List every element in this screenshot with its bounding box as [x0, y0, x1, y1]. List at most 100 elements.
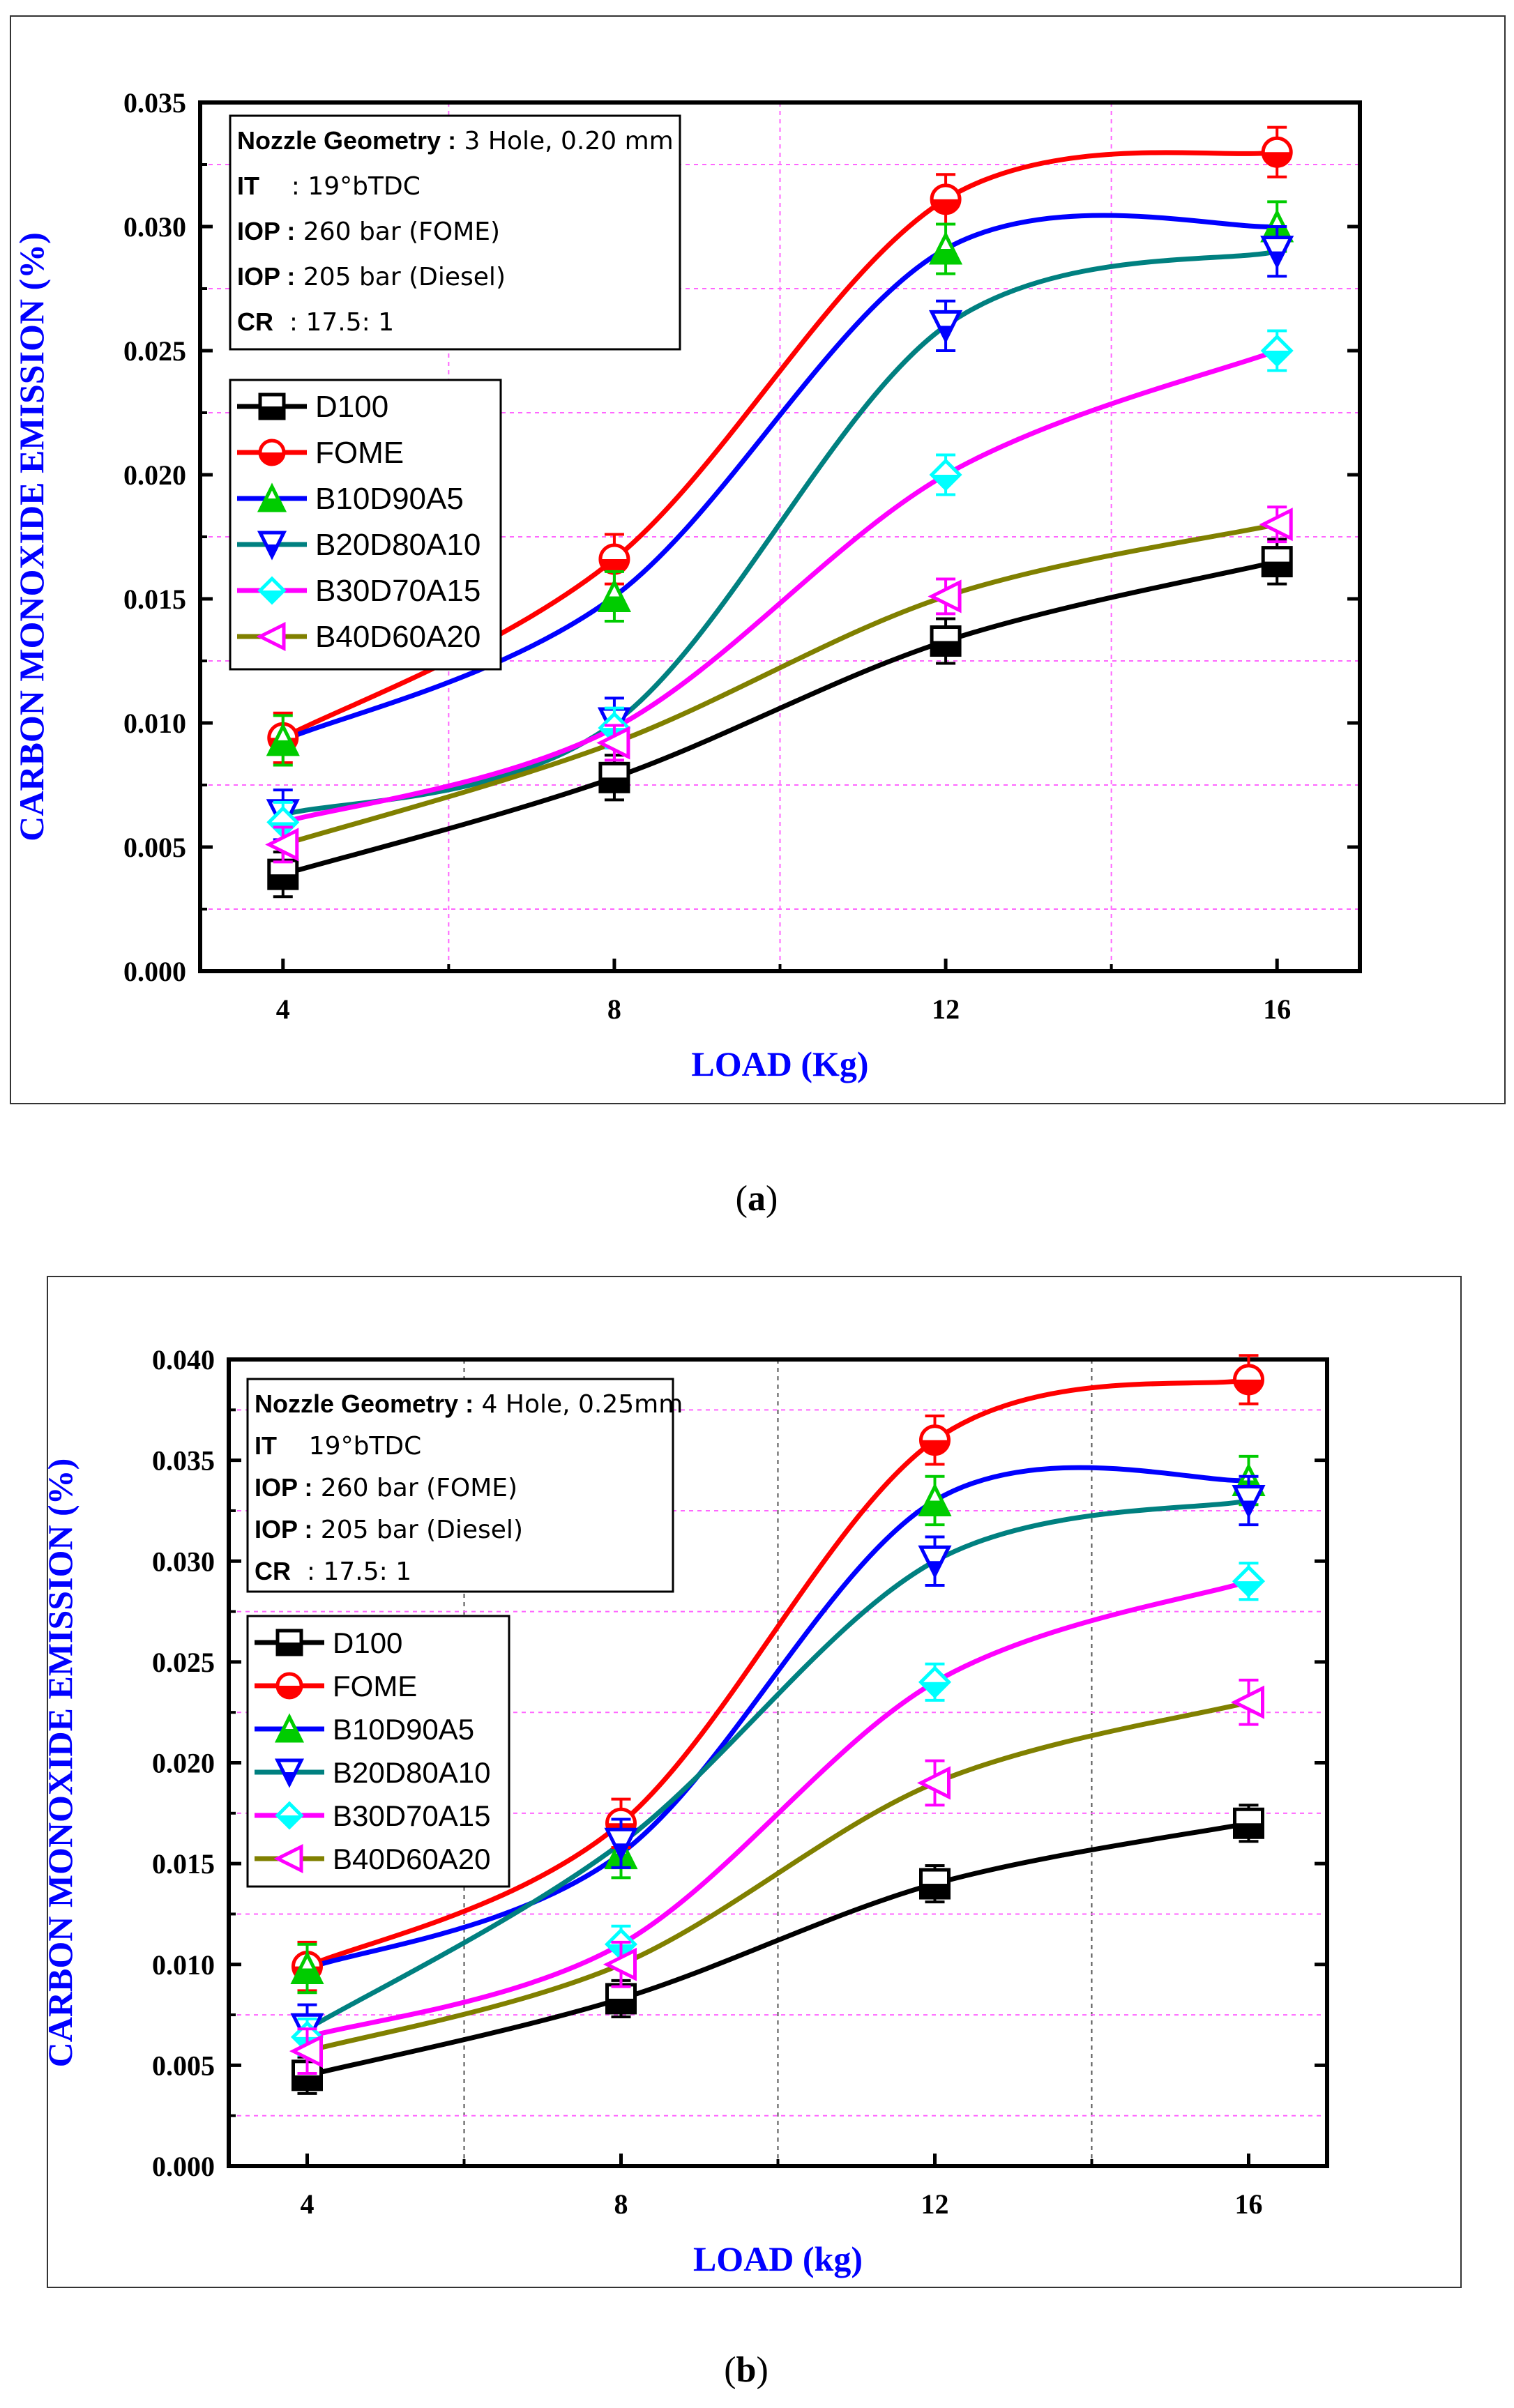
chart-b-point-FOME-3-fill: [1234, 1379, 1263, 1394]
chart-a-legend-marker-B30D70A15-fill: [260, 590, 284, 602]
chart-b-info-row-0: Nozzle Geometry : 4 Hole, 0.25mm: [255, 1389, 683, 1419]
chart-a-legend-marker-FOME-fill: [260, 452, 284, 464]
chart-a-series-line-B20D80A10: [282, 249, 1278, 818]
chart-a-ytick-label-4: 0.020: [123, 459, 186, 491]
chart-a-point-B10D90A5-2-fill: [932, 249, 960, 264]
chart-b-info-key-1: IT: [255, 1431, 277, 1460]
chart-b-point-D100-1-fill: [607, 1998, 635, 2013]
chart-b-legend-item-B10D90A5: B10D90A5: [255, 1713, 474, 1746]
chart-b-point-B20D80A10-2-fill: [928, 1561, 942, 1576]
chart-a-legend-item-B30D70A15: B30D70A15: [237, 574, 480, 608]
chart-b-legend-label-B20D80A10: B20D80A10: [333, 1756, 491, 1789]
chart-b-point-B10D90A5-2-fill: [921, 1500, 949, 1515]
chart-a-ytick-label-1: 0.005: [123, 832, 186, 863]
chart-a-legend-item-B20D80A10: B20D80A10: [237, 528, 480, 562]
chart-a-legend-marker-B10D90A5-fill: [260, 498, 284, 510]
chart-b-series-line-B10D90A5: [306, 1465, 1249, 1971]
chart-a-point-FOME-2-fill: [932, 199, 960, 213]
chart-b-series-markers-B30D70A15: [290, 1562, 1266, 2057]
chart-a-point-B20D80A10-2-fill: [939, 326, 953, 340]
chart-a-ytick-label-7: 0.035: [123, 87, 186, 119]
chart-a-legend-label-B10D90A5: B10D90A5: [315, 482, 464, 516]
chart-a-series-markers-B40D60A20: [265, 505, 1293, 864]
chart-b-info-key-3: IOP :: [255, 1515, 312, 1544]
chart-b-legend-marker-B30D70A15-fill: [278, 1815, 301, 1827]
chart-b-ytick-label-7: 0.035: [152, 1445, 215, 1477]
chart-a-point-B30D70A15-3-fill: [1263, 351, 1292, 365]
chart-b-info-row-3: IOP : 205 bar (Diesel): [255, 1515, 523, 1544]
chart-a-info-row-1: IT : 19°bTDC: [237, 172, 421, 201]
chart-b-legend-label-B10D90A5: B10D90A5: [333, 1713, 474, 1746]
chart-b-point-D100-3-fill: [1234, 1823, 1263, 1838]
chart-a-info-row-2: IOP : 260 bar (FOME): [237, 217, 500, 246]
chart-a-point-D100-2-fill: [932, 641, 960, 655]
caption-b-label: b: [736, 2350, 757, 2390]
chart-a-legend-item-D100: D100: [237, 390, 388, 424]
chart-a-info-key-4: CR: [237, 307, 273, 336]
chart-b-legend-label-B30D70A15: B30D70A15: [333, 1799, 491, 1832]
chart-a-info-row-4: CR : 17.5: 1: [237, 307, 394, 337]
chart-a-info-key-1: IT: [237, 172, 259, 200]
chart-b-ytick-label-0: 0.000: [152, 2151, 215, 2182]
chart-a-info-box: [229, 114, 681, 351]
chart-b-ytick-label-1: 0.005: [152, 2050, 215, 2081]
chart-b-info-row-2: IOP : 260 bar (FOME): [255, 1473, 517, 1502]
chart-b-legend-item-B20D80A10: B20D80A10: [255, 1756, 491, 1789]
chart-b-ytick-label-8: 0.040: [152, 1344, 215, 1376]
chart-b-point-FOME-2-fill: [921, 1440, 949, 1454]
chart-b-legend-marker-FOME-fill: [278, 1686, 301, 1698]
chart-b-point-B40D60A20-2-fill: [921, 1783, 949, 1797]
chart-a-info-value-1: : 19°bTDC: [259, 172, 421, 201]
chart-a-y-axis-label: CARBON MONOXIDE EMISSION (%): [12, 232, 51, 841]
chart-a-info-key-0: Nozzle Geometry :: [237, 126, 456, 155]
chart-a-ytick-label-0: 0.000: [123, 956, 186, 987]
chart-b-legend-marker-D100-fill: [278, 1643, 301, 1654]
chart-b-legend-label-D100: D100: [333, 1626, 402, 1659]
chart-b-ytick-label-3: 0.015: [152, 1848, 215, 1880]
chart-b-x-axis-label: LOAD (kg): [693, 2239, 863, 2278]
chart-b-legend-marker-B10D90A5-fill: [278, 1729, 301, 1741]
chart-a-series-line-B10D90A5: [282, 213, 1278, 743]
chart-a-point-B10D90A5-1-fill: [600, 596, 628, 611]
chart-b-point-B30D70A15-2-fill: [921, 1682, 949, 1696]
chart-b-point-B40D60A20-1-fill: [607, 1964, 635, 1979]
chart-a-xtick-label-2: 12: [932, 993, 960, 1025]
chart-b-series-line-D100: [306, 1820, 1250, 2078]
chart-a-info-value-4: : 17.5: 1: [273, 308, 394, 337]
chart-b-legend: [246, 1615, 510, 1888]
chart-b-ytick-label-5: 0.025: [152, 1647, 215, 1678]
chart-a-legend-label-B30D70A15: B30D70A15: [315, 574, 480, 608]
chart-b-series-line-FOME: [306, 1377, 1250, 1969]
chart-a-xtick-label-3: 16: [1263, 993, 1291, 1025]
chart-a-xtick-label-1: 8: [607, 993, 621, 1025]
chart-a-legend-item-B10D90A5: B10D90A5: [237, 482, 464, 516]
chart-a-ytick-label-6: 0.030: [123, 211, 186, 243]
chart-b-series-markers-D100: [292, 1804, 1264, 2095]
chart-b-info-box: [246, 1378, 674, 1593]
chart-b-xtick-label-1: 8: [614, 2188, 628, 2220]
chart-b-legend-marker-B40D60A20-fill: [278, 1859, 301, 1870]
chart-a-legend-marker-D100-fill: [260, 406, 284, 418]
chart-b-info-key-2: IOP :: [255, 1473, 312, 1502]
chart-a-info-row-3: IOP : 205 bar (Diesel): [237, 262, 506, 291]
caption-a: (a): [735, 1179, 778, 1219]
chart-b-series-line-B30D70A15: [306, 1578, 1250, 2040]
chart-b-legend-label-B40D60A20: B40D60A20: [333, 1843, 491, 1875]
chart-a-point-B40D60A20-1-fill: [600, 742, 628, 757]
chart-a-point-FOME-3-fill: [1263, 152, 1292, 167]
chart-panel-a: 0.000 0.005 0.010 0.015 0.020 0.025 0.030 0.035…: [12, 87, 1362, 1083]
chart-b-point-B30D70A15-3-fill: [1234, 1581, 1263, 1596]
chart-b-info-value-1: 19°bTDC: [277, 1432, 421, 1461]
chart-a-legend-marker-B40D60A20-fill: [260, 637, 284, 648]
chart-b-ytick-label-6: 0.030: [152, 1546, 215, 1577]
chart-b-legend-item-B40D60A20: B40D60A20: [255, 1843, 491, 1875]
chart-a-point-FOME-1-fill: [600, 559, 628, 574]
chart-b-legend-marker-B20D80A10-fill: [283, 1772, 296, 1784]
chart-a-legend-item-FOME: FOME: [237, 436, 404, 470]
chart-b-xtick-label-0: 4: [301, 2188, 315, 2220]
chart-a-info-key-2: IOP :: [237, 217, 295, 245]
chart-b-legend-item-FOME: FOME: [255, 1670, 417, 1702]
chart-b-xtick-label-2: 12: [921, 2188, 949, 2220]
chart-b-point-B20D80A10-3-fill: [1241, 1500, 1256, 1515]
